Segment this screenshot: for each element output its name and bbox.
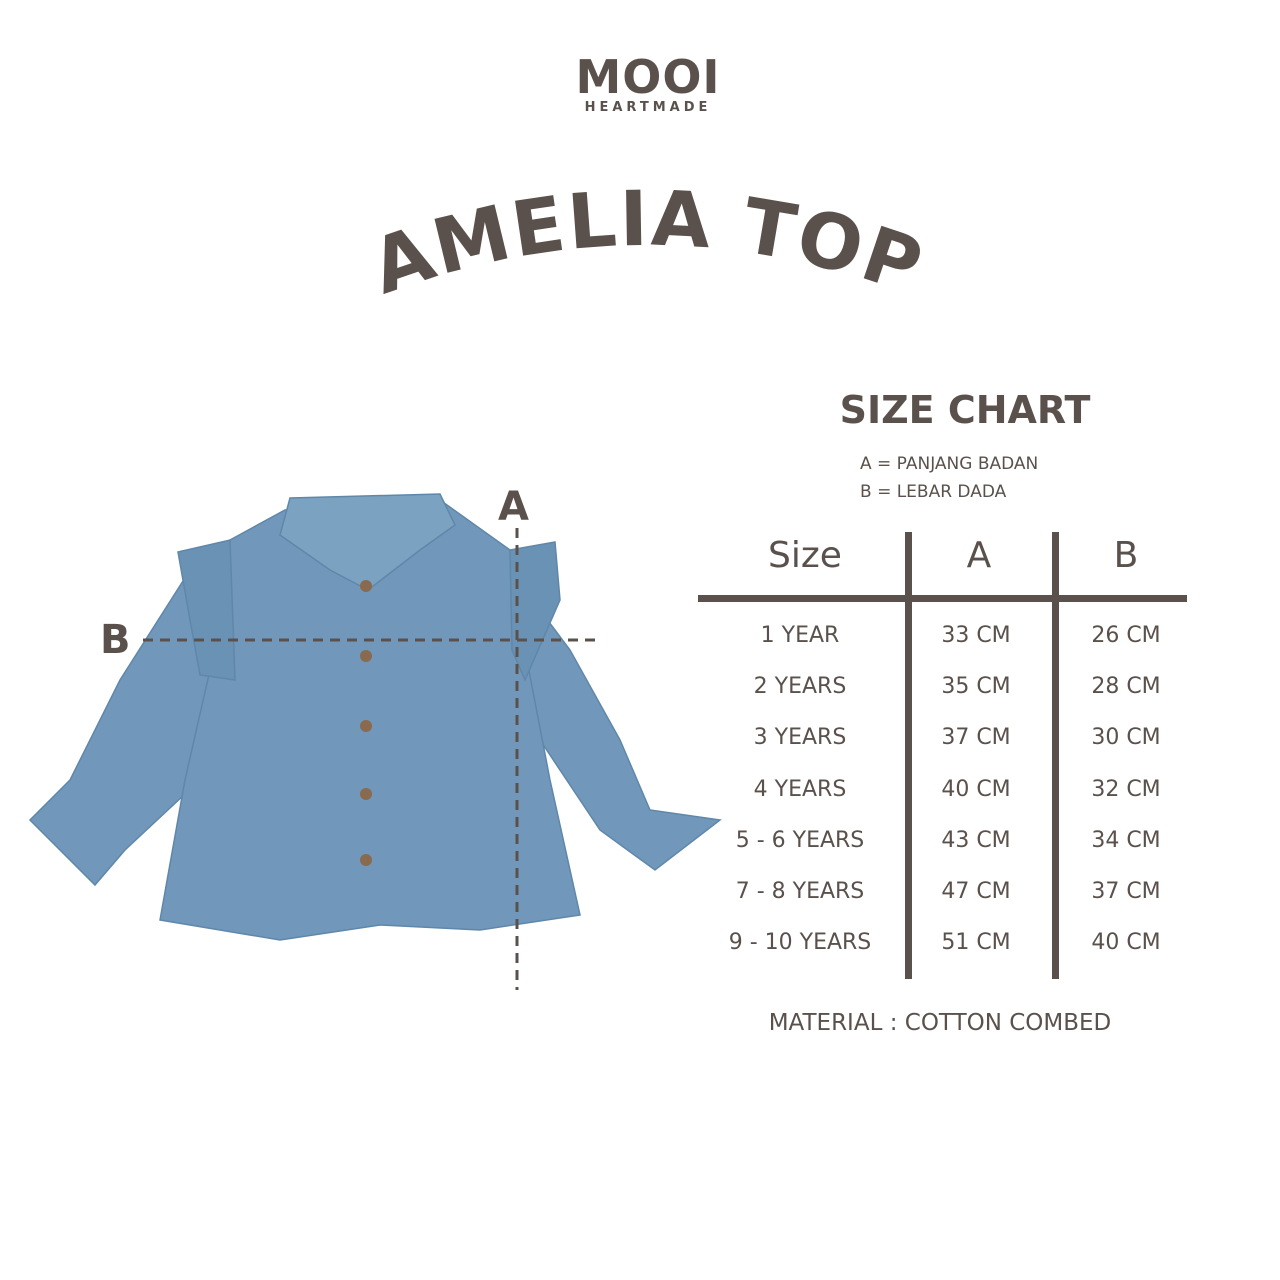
cell-size: 4 YEARS [753, 776, 847, 802]
header-a: A [966, 535, 992, 576]
size-chart-title: SIZE CHART [839, 388, 1091, 432]
label-a: A [498, 484, 529, 530]
label-b: B [100, 617, 131, 663]
cell-b: 26 CM [1091, 623, 1161, 648]
svg-text:AMELIA TOP: AMELIA TOP [360, 173, 934, 311]
cell-a: 40 CM [941, 776, 1011, 802]
cell-b: 32 CM [1091, 776, 1161, 802]
divider [1052, 532, 1059, 979]
buttons [360, 580, 372, 866]
shirt-image [28, 493, 722, 990]
cell-a: 47 CM [941, 879, 1011, 904]
header-divider [698, 595, 1187, 602]
cell-b: 28 CM [1091, 674, 1161, 700]
divider [905, 532, 912, 979]
cell-b: 40 CM [1091, 930, 1161, 956]
cell-size: 9 - 10 YEARS [728, 930, 872, 956]
legend-a: A = PANJANG BADAN [860, 454, 1039, 474]
cell-b: 30 CM [1091, 725, 1161, 751]
cell-a: 43 CM [941, 827, 1011, 853]
cell-size: 2 YEARS [753, 674, 847, 700]
cell-a: 51 CM [941, 930, 1011, 956]
header-size: Size [768, 535, 842, 576]
material-text: MATERIAL : COTTON COMBED [768, 1010, 1112, 1036]
product-title-text: AMELIA TOP [360, 173, 932, 311]
cell-a: 37 CM [941, 725, 1011, 751]
cell-size: 1 YEAR [760, 623, 840, 648]
cell-b: 37 CM [1091, 879, 1161, 904]
body [159, 499, 581, 941]
cell-a: 33 CM [941, 623, 1011, 648]
cell-b: 34 CM [1091, 827, 1161, 853]
cell-size: 5 - 6 YEARS [735, 827, 865, 853]
brand-tagline: HEARTMADE [584, 100, 712, 115]
legend-b: B = LEBAR DADA [860, 482, 1007, 502]
header-b: B [1113, 535, 1139, 576]
cell-size: 7 - 8 YEARS [735, 879, 865, 904]
brand-logo: MOOI [575, 50, 721, 104]
collar [279, 493, 456, 591]
left-ruffle [177, 539, 236, 681]
cell-size: 3 YEARS [753, 725, 847, 751]
product-title: AMELIA TOP [360, 173, 934, 311]
cell-a: 35 CM [941, 674, 1011, 700]
